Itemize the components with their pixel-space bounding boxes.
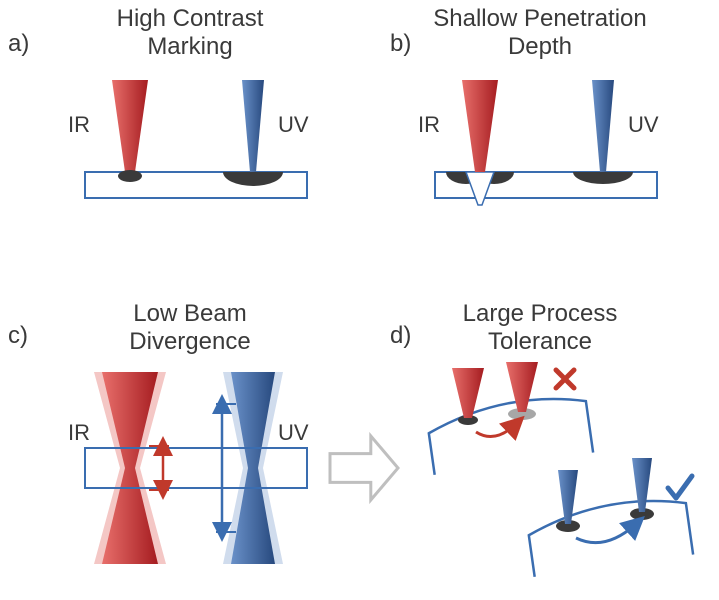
curved-part xyxy=(426,392,593,475)
diagram-layer xyxy=(0,0,719,600)
check-icon xyxy=(668,476,692,498)
big-arrow-icon xyxy=(330,436,398,500)
ir-core-c xyxy=(102,372,158,564)
ir-beam-b xyxy=(462,80,498,172)
ir-beam-a xyxy=(112,80,148,172)
uv-beam-a xyxy=(242,80,264,172)
fail-icon xyxy=(556,370,574,388)
curved-part xyxy=(526,494,693,577)
curved-part-outline xyxy=(526,494,693,577)
uv-core-c xyxy=(231,372,275,564)
ir-spot-a xyxy=(118,170,142,182)
uv-beam-b xyxy=(592,80,614,172)
curved-part-outline xyxy=(426,392,593,475)
